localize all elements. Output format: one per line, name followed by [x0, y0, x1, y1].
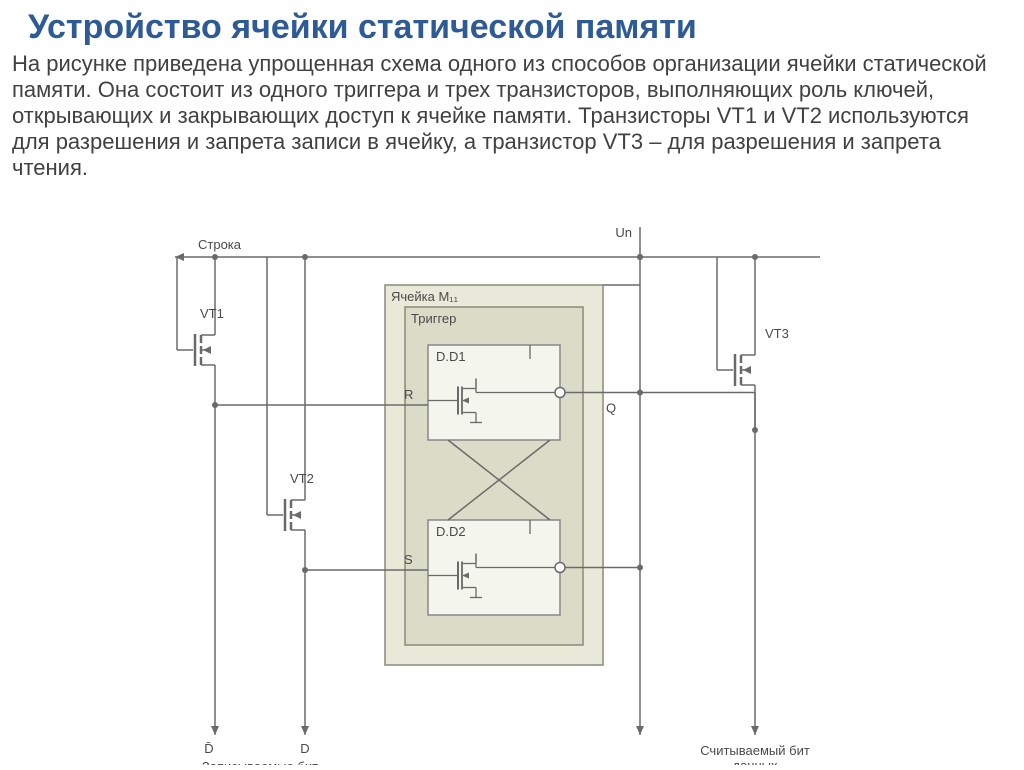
svg-text:Считываемый бит: Считываемый бит [700, 743, 810, 758]
svg-text:S: S [404, 552, 413, 567]
svg-text:D: D [300, 741, 309, 756]
svg-text:VT3: VT3 [765, 326, 789, 341]
circuit-svg: Строка Un Ячейка M₁₁ Триггер D.D1 D.D2 VT1 VT2 V… [160, 225, 890, 765]
svg-text:Q: Q [606, 401, 616, 416]
description-paragraph: На рисунке приведена упрощенная схема од… [0, 51, 1024, 181]
svg-text:VT2: VT2 [290, 471, 314, 486]
svg-text:D̄: D̄ [204, 741, 213, 756]
svg-text:данных: данных [732, 758, 778, 765]
svg-text:Ячейка M₁₁: Ячейка M₁₁ [391, 289, 459, 304]
svg-text:Триггер: Триггер [411, 311, 456, 326]
svg-text:Un: Un [615, 225, 632, 240]
svg-text:Записываемые бит: Записываемые бит [202, 759, 318, 765]
svg-text:D.D2: D.D2 [436, 524, 466, 539]
page-title: Устройство ячейки статической памяти [0, 0, 1024, 51]
svg-text:Строка: Строка [198, 237, 242, 252]
circuit-diagram: Строка Un Ячейка M₁₁ Триггер D.D1 D.D2 VT1 VT2 V… [160, 225, 890, 765]
svg-text:D.D1: D.D1 [436, 349, 466, 364]
svg-text:R: R [404, 387, 413, 402]
svg-text:VT1: VT1 [200, 306, 224, 321]
